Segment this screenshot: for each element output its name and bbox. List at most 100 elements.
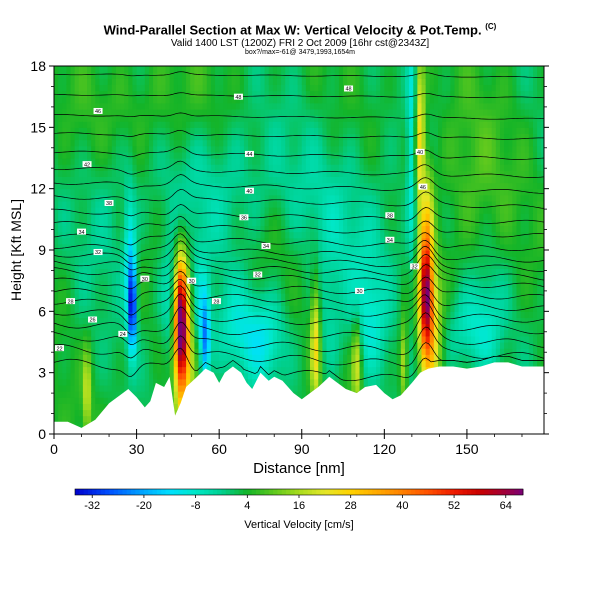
velocity-cell <box>161 250 167 257</box>
velocity-cell <box>367 188 373 196</box>
velocity-cell <box>252 182 257 190</box>
velocity-cell <box>194 305 200 312</box>
velocity-cell <box>252 127 257 135</box>
velocity-cell <box>367 66 373 73</box>
velocity-cell <box>103 384 109 392</box>
velocity-cell <box>173 237 179 245</box>
velocity-cell <box>305 360 311 368</box>
velocity-cell <box>264 354 270 361</box>
velocity-cell <box>91 219 96 227</box>
velocity-cell <box>74 323 80 331</box>
velocity-cell <box>293 213 299 220</box>
velocity-cell <box>78 66 84 73</box>
velocity-cell <box>182 219 187 227</box>
velocity-cell <box>198 256 204 263</box>
velocity-cell <box>70 121 76 128</box>
velocity-cell <box>87 305 92 312</box>
velocity-cell <box>338 219 344 227</box>
velocity-cell <box>272 115 278 122</box>
velocity-cell <box>252 194 257 202</box>
velocity-cell <box>87 415 92 423</box>
velocity-cell <box>215 360 220 368</box>
velocity-cell <box>289 354 295 361</box>
velocity-cell <box>223 139 229 147</box>
velocity-cell <box>376 342 381 349</box>
velocity-cell <box>264 219 270 227</box>
velocity-cell <box>260 237 266 245</box>
velocity-cell <box>74 397 80 404</box>
velocity-cell <box>248 354 253 361</box>
velocity-cell <box>140 66 146 73</box>
velocity-cell <box>157 182 162 190</box>
velocity-cell <box>231 182 237 190</box>
velocity-cell <box>243 164 249 171</box>
velocity-cell <box>314 354 319 361</box>
velocity-cell <box>107 256 113 263</box>
velocity-cell <box>318 243 323 251</box>
velocity-cell <box>182 151 187 159</box>
velocity-cell <box>95 335 101 343</box>
velocity-cell <box>252 102 257 110</box>
velocity-cell <box>99 96 105 104</box>
velocity-cell <box>215 342 220 349</box>
velocity-cell <box>301 299 307 306</box>
velocity-cell <box>293 115 299 122</box>
velocity-cell <box>355 145 361 153</box>
velocity-cell <box>82 66 88 73</box>
velocity-cell <box>78 292 84 300</box>
velocity-cell <box>87 397 92 404</box>
velocity-cell <box>103 225 109 233</box>
velocity-cell <box>268 256 274 263</box>
velocity-cell <box>206 96 212 104</box>
velocity-cell <box>243 176 249 184</box>
velocity-cell <box>210 115 216 122</box>
velocity-cell <box>153 262 158 269</box>
velocity-cell <box>322 335 328 343</box>
velocity-cell <box>355 96 361 104</box>
velocity-cell <box>359 115 365 122</box>
velocity-cell <box>202 311 208 319</box>
velocity-cell <box>376 219 381 227</box>
velocity-cell <box>82 72 88 79</box>
velocity-cell <box>124 213 129 220</box>
velocity-cell <box>248 280 253 288</box>
velocity-cell <box>202 299 208 306</box>
velocity-cell <box>107 397 113 404</box>
velocity-cell <box>285 268 290 276</box>
velocity-cell <box>351 250 357 257</box>
velocity-cell <box>305 323 311 331</box>
velocity-cell <box>120 200 125 208</box>
velocity-cell <box>371 250 377 257</box>
velocity-cell <box>231 256 237 263</box>
velocity-cell <box>371 243 377 251</box>
velocity-cell <box>198 164 204 171</box>
velocity-cell <box>136 299 142 306</box>
velocity-cell <box>95 342 101 349</box>
velocity-cell <box>293 384 299 392</box>
velocity-cell <box>384 194 390 202</box>
velocity-cell <box>227 231 233 239</box>
velocity-cell <box>293 151 299 159</box>
velocity-cell <box>223 151 229 159</box>
velocity-cell <box>314 280 319 288</box>
velocity-cell <box>276 323 282 331</box>
velocity-cell <box>74 415 80 423</box>
velocity-cell <box>99 262 105 269</box>
velocity-cell <box>330 213 336 220</box>
velocity-cell <box>243 366 249 374</box>
velocity-cell <box>58 84 63 92</box>
velocity-cell <box>281 194 286 202</box>
velocity-cell <box>107 133 113 141</box>
velocity-cell <box>99 139 105 147</box>
velocity-cell <box>210 268 216 276</box>
velocity-cell <box>70 348 76 355</box>
velocity-cell <box>260 225 266 233</box>
velocity-cell <box>186 96 191 104</box>
velocity-cell <box>78 145 84 153</box>
velocity-cell <box>355 121 361 128</box>
velocity-cell <box>95 397 101 404</box>
velocity-cell <box>115 139 121 147</box>
velocity-cell <box>310 207 315 214</box>
velocity-cell <box>198 286 204 294</box>
velocity-cell <box>239 280 245 288</box>
